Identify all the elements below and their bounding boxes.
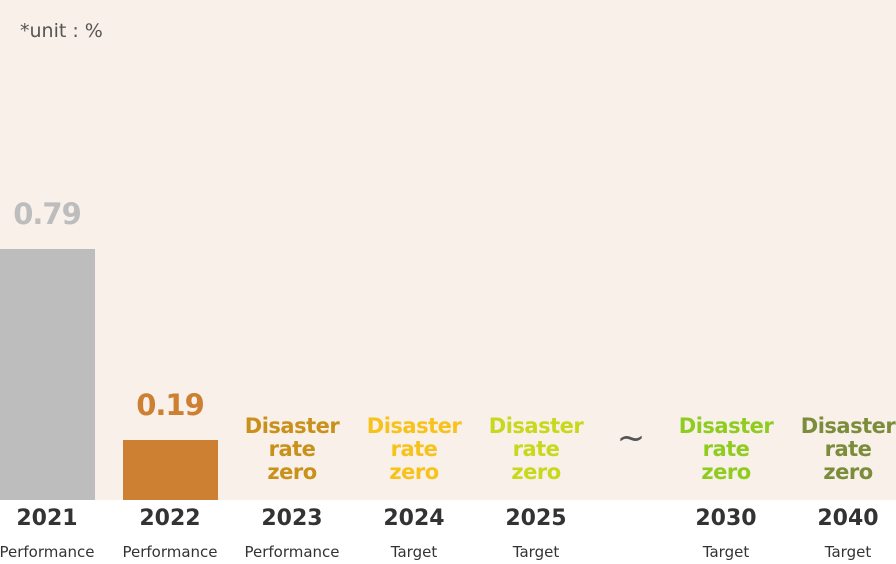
x-tick-year-2040: 2040: [817, 506, 879, 531]
target-word: Disaster: [244, 414, 340, 438]
x-tick-kind-2024: Target: [390, 543, 438, 561]
chart-plot-area: [0, 0, 896, 500]
x-tick-year-2023: 2023: [261, 506, 323, 531]
x-tick-kind-2030: Target: [702, 543, 750, 561]
target-word: rate: [702, 437, 750, 461]
target-word: rate: [512, 437, 560, 461]
x-tick-kind-2023: Performance: [244, 543, 340, 561]
value-label-2021: 0.79: [13, 196, 82, 231]
target-label-2024: Disaster rate zero: [349, 415, 479, 484]
period-separator: ~: [616, 418, 646, 458]
x-tick-year-2024: 2024: [383, 506, 445, 531]
x-tick-year-2022: 2022: [139, 506, 201, 531]
unit-note: *unit : %: [20, 20, 103, 42]
x-tick-year-2021: 2021: [16, 506, 78, 531]
x-tick-kind-2040: Target: [824, 543, 872, 561]
target-word: Disaster: [366, 414, 462, 438]
bar-2021: [0, 248, 95, 500]
x-tick-kind-2022: Performance: [122, 543, 218, 561]
target-word: rate: [390, 437, 438, 461]
target-label-2025: Disaster rate zero: [471, 415, 601, 484]
bar-2022: [122, 439, 218, 500]
target-word: zero: [511, 460, 561, 484]
target-label-2030: Disaster rate zero: [661, 415, 791, 484]
target-word: zero: [389, 460, 439, 484]
target-label-2023: Disaster rate zero: [227, 415, 357, 484]
target-word: zero: [701, 460, 751, 484]
target-word: Disaster: [800, 414, 896, 438]
target-label-2040: Disaster rate zero: [783, 415, 896, 484]
target-word: zero: [823, 460, 873, 484]
x-tick-year-2025: 2025: [505, 506, 567, 531]
target-word: zero: [267, 460, 317, 484]
target-word: Disaster: [488, 414, 584, 438]
target-word: rate: [824, 437, 872, 461]
x-tick-kind-2025: Target: [512, 543, 560, 561]
target-word: rate: [268, 437, 316, 461]
target-word: Disaster: [678, 414, 774, 438]
x-tick-year-2030: 2030: [695, 506, 757, 531]
value-label-2022: 0.19: [136, 387, 205, 422]
x-tick-kind-2021: Performance: [0, 543, 95, 561]
